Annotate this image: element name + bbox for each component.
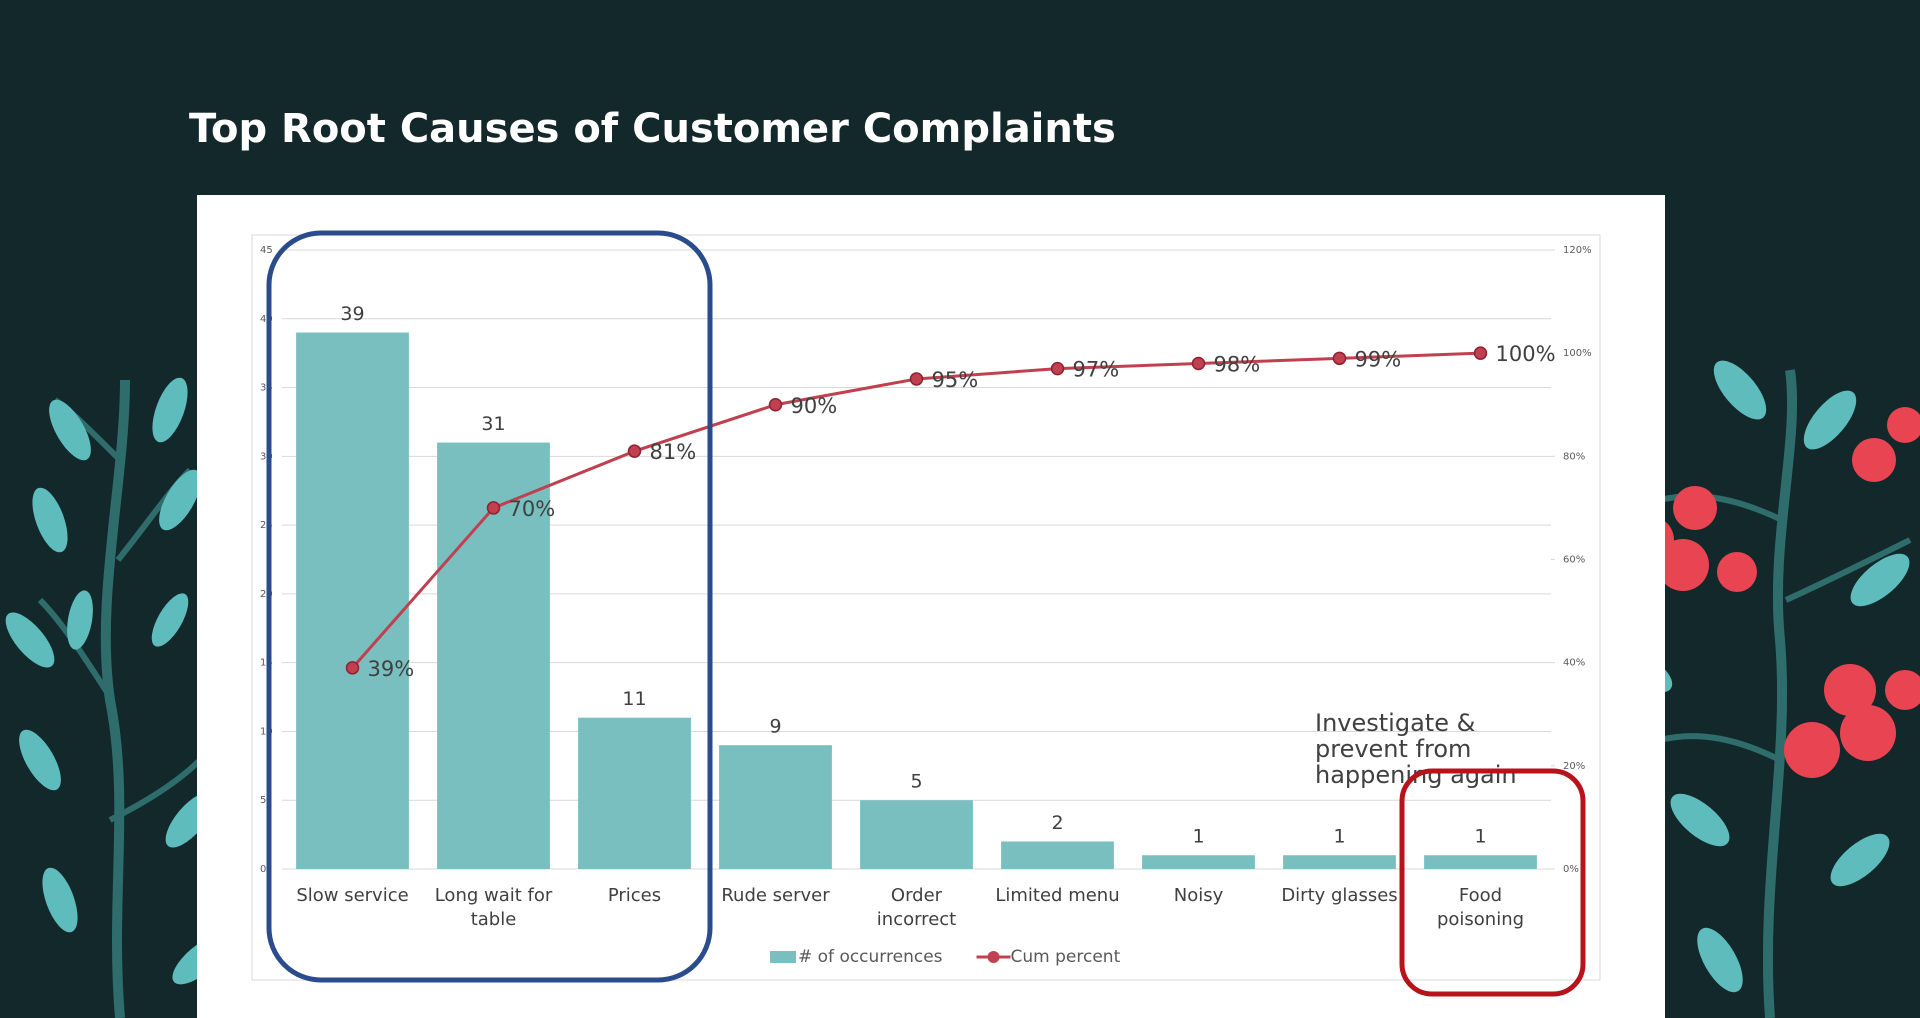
- line-marker: [1050, 361, 1065, 376]
- y2-tick-label: 80%: [1563, 451, 1585, 462]
- text-line: table: [471, 909, 517, 930]
- y-tick-label: 10: [260, 726, 273, 737]
- y-tick-label: 0: [260, 864, 266, 875]
- line-value-label: 97%: [1073, 358, 1120, 382]
- y2-tick-label: 60%: [1563, 555, 1585, 566]
- bar-value-label: 1: [1474, 826, 1486, 848]
- y-tick-label: 30: [260, 451, 273, 462]
- legend-swatch: [987, 951, 1000, 963]
- text-line: prevent from: [1315, 735, 1471, 763]
- bar-value-label: 9: [769, 716, 781, 738]
- text-line: Noisy: [1174, 885, 1224, 906]
- bar: [719, 745, 832, 869]
- line-marker: [909, 372, 924, 386]
- bar: [860, 800, 973, 869]
- y-tick-label: 15: [260, 658, 273, 669]
- text-line: Long wait for: [435, 885, 553, 906]
- bar-value-label: 39: [340, 303, 364, 325]
- bar: [1424, 855, 1537, 869]
- line-value-label: 90%: [791, 394, 838, 418]
- highlight-box: [266, 230, 713, 983]
- x-tick-label: Rude server: [721, 885, 830, 906]
- legend-swatch: [770, 951, 796, 963]
- text-line: Rude server: [721, 885, 830, 906]
- bar: [1001, 841, 1114, 869]
- x-tick-label: Order incorrect: [877, 885, 956, 930]
- line-marker: [486, 501, 501, 515]
- text-line: incorrect: [877, 909, 956, 930]
- slide-title: Top Root Causes of Customer Complaints: [189, 106, 1116, 152]
- x-tick-label: Food poisoning: [1437, 885, 1524, 930]
- text-line: Limited menu: [995, 885, 1119, 906]
- bar: [1142, 855, 1255, 869]
- annotation: Investigate & prevent from happening again: [1315, 709, 1517, 789]
- bar-value-label: 5: [910, 771, 922, 793]
- y-tick-label: 25: [260, 520, 273, 531]
- y-tick-label: 5: [260, 795, 266, 806]
- y2-tick-label: 0%: [1563, 864, 1579, 875]
- line-marker: [345, 661, 360, 675]
- bar: [296, 332, 409, 869]
- x-tick-label: Long wait for table: [435, 885, 553, 930]
- text-line: Investigate &: [1315, 709, 1475, 737]
- y2-tick-label: 100%: [1563, 348, 1592, 359]
- bar-value-label: 11: [622, 688, 646, 710]
- text-line: Dirty glasses: [1281, 885, 1397, 906]
- line-value-label: 39%: [368, 657, 415, 681]
- text-line: Food: [1459, 885, 1502, 906]
- x-tick-label: Prices: [608, 885, 661, 906]
- chart-border: [251, 234, 1601, 981]
- bar-value-label: 31: [481, 413, 505, 435]
- bar-value-label: 2: [1051, 812, 1063, 834]
- y-tick-label: 40: [260, 314, 273, 325]
- bar-value-label: 1: [1192, 826, 1204, 848]
- line-value-label: 70%: [509, 497, 556, 521]
- line-value-label: 95%: [932, 368, 979, 392]
- x-tick-label: Limited menu: [995, 885, 1119, 906]
- x-tick-label: Dirty glasses: [1281, 885, 1397, 906]
- text-line: Prices: [608, 885, 661, 906]
- legend-label: Cum percent: [1011, 947, 1121, 967]
- chart: 0510152025303540450%20%40%60%80%100%120%…: [260, 245, 1592, 967]
- x-tick-label: Slow service: [296, 885, 408, 906]
- x-tick-label: Noisy: [1174, 885, 1224, 906]
- line-marker: [627, 444, 642, 458]
- bar: [578, 717, 691, 869]
- line-value-label: 100%: [1496, 342, 1556, 366]
- y2-tick-label: 20%: [1563, 761, 1585, 772]
- text-line: Order: [891, 885, 943, 906]
- y-tick-label: 45: [260, 245, 273, 256]
- line-value-label: 81%: [650, 440, 697, 464]
- line-value-label: 98%: [1214, 352, 1261, 376]
- legend-label: # of occurrences: [798, 947, 943, 967]
- text-line: poisoning: [1437, 909, 1524, 930]
- y-tick-label: 20: [260, 589, 273, 600]
- bar-value-label: 1: [1333, 826, 1345, 848]
- y2-tick-label: 120%: [1563, 245, 1592, 256]
- line-marker: [1473, 346, 1488, 360]
- bar: [1283, 855, 1396, 869]
- line-marker: [768, 398, 783, 412]
- y2-tick-label: 40%: [1563, 658, 1585, 669]
- line-value-label: 99%: [1355, 347, 1402, 371]
- y-tick-label: 35: [260, 383, 273, 394]
- line-marker: [1191, 356, 1206, 371]
- line-marker: [1332, 351, 1347, 366]
- highlight-box: [1399, 768, 1586, 997]
- text-line: Slow service: [296, 885, 408, 906]
